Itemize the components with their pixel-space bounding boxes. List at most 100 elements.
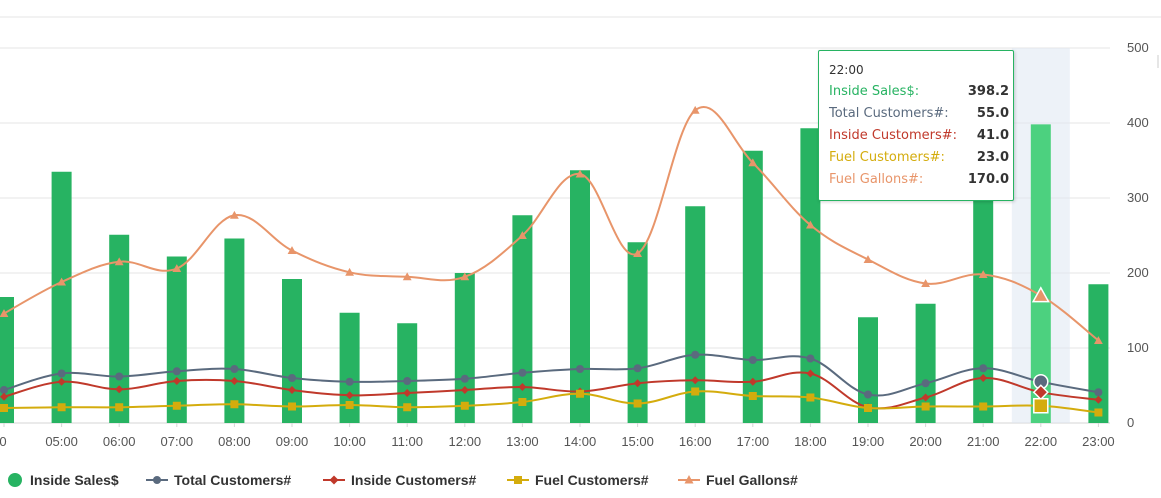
x-tick-label: 07:00 bbox=[161, 434, 194, 449]
total-customers-point bbox=[345, 377, 354, 386]
inside-customers-point bbox=[748, 377, 757, 386]
total-customers-point bbox=[518, 368, 527, 377]
total-customers-point bbox=[921, 379, 930, 388]
fuel-gallons-point bbox=[863, 255, 873, 264]
legend-label: Inside Sales$ bbox=[30, 472, 119, 488]
legend-label: Total Customers# bbox=[174, 472, 292, 488]
x-tick-label: 09:00 bbox=[276, 434, 309, 449]
total-customers-point bbox=[0, 386, 8, 394]
inside-customers-point bbox=[806, 369, 815, 378]
fuel-customers-point bbox=[345, 401, 354, 409]
total-customers-point bbox=[460, 374, 469, 383]
fuel-customers-point bbox=[460, 401, 469, 410]
inside-sales-bar bbox=[224, 238, 245, 423]
fuel-gallons-point bbox=[690, 105, 700, 114]
inside-customers-point bbox=[403, 389, 412, 397]
total-customers-point bbox=[633, 364, 642, 373]
total-customers-point bbox=[403, 377, 412, 385]
total-customers-point bbox=[691, 350, 700, 359]
x-tick-label: 20:00 bbox=[909, 434, 942, 449]
inside-sales-bar bbox=[51, 171, 72, 423]
fuel-gallons-point bbox=[0, 309, 9, 318]
total-customers-point bbox=[230, 365, 239, 373]
inside-sales-bar bbox=[627, 242, 648, 423]
tooltip-row: Inside Sales$: 398.2 bbox=[829, 84, 1009, 104]
x-tick-label: 17:00 bbox=[737, 434, 770, 449]
total-customers-point bbox=[57, 369, 66, 378]
tooltip-value: 23.0 bbox=[976, 150, 1009, 165]
tooltip-value: 41.0 bbox=[976, 128, 1009, 143]
circle-icon bbox=[8, 473, 22, 487]
inside-customers-point bbox=[115, 385, 124, 394]
legend-label: Fuel Gallons# bbox=[706, 472, 798, 488]
inside-sales-bar bbox=[742, 150, 763, 423]
total-customers-point bbox=[115, 372, 124, 381]
y-axis-ticks: 0 100 200 300 400 500 bbox=[1127, 40, 1149, 430]
x-tick-label: 10:00 bbox=[333, 434, 366, 449]
x-tick-label: 06:00 bbox=[103, 434, 136, 449]
x-axis-ticks: 0 05:00 06:00 07:00 08:00 09:00 10:00 11:00 12:0… bbox=[0, 423, 1115, 449]
fuel-gallons-point bbox=[114, 257, 124, 266]
inside-customers-point bbox=[979, 374, 988, 382]
tooltip-row: Inside Customers#: 41.0 bbox=[829, 128, 1009, 148]
x-tick-label: 16:00 bbox=[679, 434, 712, 449]
tooltip-label: Fuel Gallons#: bbox=[829, 172, 924, 187]
total-customers-point bbox=[748, 356, 757, 364]
y-tick-label: 400 bbox=[1127, 115, 1149, 130]
total-customers-point bbox=[979, 364, 988, 373]
total-customers-line bbox=[3, 353, 1099, 397]
fuel-gallons-point bbox=[748, 158, 758, 167]
x-tick-label: 22:00 bbox=[1025, 434, 1058, 449]
fuel-customers-point bbox=[57, 403, 66, 412]
line-square-icon bbox=[507, 476, 529, 484]
fuel-customers-point bbox=[633, 399, 642, 408]
legend-item-fuel-gallons[interactable]: Fuel Gallons# bbox=[678, 468, 798, 492]
fuel-gallons-point bbox=[57, 277, 66, 286]
inside-customers-line bbox=[3, 371, 1099, 410]
fuel-customers-point bbox=[518, 398, 527, 406]
inside-sales-bar bbox=[166, 256, 187, 423]
fuel-gallons-point bbox=[172, 264, 182, 273]
tooltip-title: 22:00 bbox=[829, 63, 864, 77]
inside-sales-bar bbox=[858, 317, 878, 423]
fuel-customers-point bbox=[806, 393, 815, 402]
legend-item-total-customers[interactable]: Total Customers# bbox=[146, 468, 291, 492]
y-tick-label: 0 bbox=[1127, 415, 1134, 430]
inside-sales-bar bbox=[973, 153, 994, 423]
inside-customers-point bbox=[633, 379, 642, 388]
total-customers-point bbox=[806, 354, 815, 363]
x-tick-label: 23:00 bbox=[1082, 434, 1115, 449]
inside-customers-point bbox=[518, 383, 527, 391]
x-tick-label: 12:00 bbox=[449, 434, 482, 449]
line-triangle-icon bbox=[678, 475, 700, 484]
fuel-customers-point bbox=[864, 404, 872, 412]
total-customers-point bbox=[288, 374, 296, 382]
legend-item-inside-sales[interactable]: Inside Sales$ bbox=[6, 468, 119, 492]
total-customers-point bbox=[1094, 388, 1103, 397]
x-tick-label: 08:00 bbox=[218, 434, 251, 449]
inside-sales-bar bbox=[800, 128, 821, 423]
fuel-customers-point bbox=[172, 401, 181, 410]
fuel-gallons-point bbox=[806, 220, 815, 229]
tooltip-value: 170.0 bbox=[967, 172, 1009, 187]
inside-sales-bar bbox=[282, 279, 302, 423]
x-tick-label: 14:00 bbox=[564, 434, 597, 449]
legend-label: Fuel Customers# bbox=[535, 472, 649, 488]
tooltip-label: Inside Sales$: bbox=[829, 84, 920, 99]
x-tick-label: 18:00 bbox=[794, 434, 827, 449]
y-tick-label: 200 bbox=[1127, 265, 1149, 280]
tooltip-row: Fuel Gallons#: 170.0 bbox=[829, 172, 1009, 192]
fuel-gallons-point bbox=[1031, 286, 1050, 303]
fuel-customers-point bbox=[115, 403, 124, 412]
legend-item-inside-customers[interactable]: Inside Customers# bbox=[323, 468, 476, 492]
tooltip-value: 55.0 bbox=[976, 106, 1009, 121]
inside-customers-point bbox=[460, 386, 469, 394]
fuel-gallons-point bbox=[978, 270, 988, 279]
total-customers-point bbox=[172, 367, 181, 376]
x-tick-label: 0 bbox=[0, 434, 7, 449]
inside-customers-point bbox=[0, 392, 8, 401]
fuel-gallons-point bbox=[345, 267, 354, 276]
legend-item-fuel-customers[interactable]: Fuel Customers# bbox=[507, 468, 649, 492]
inside-customers-point bbox=[288, 386, 296, 394]
